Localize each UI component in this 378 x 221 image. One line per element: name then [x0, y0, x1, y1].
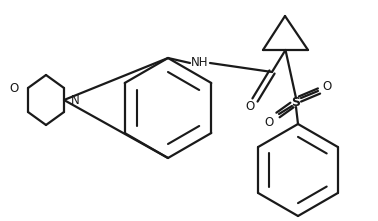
- Text: S: S: [291, 95, 301, 109]
- Text: O: O: [9, 82, 19, 95]
- Text: O: O: [322, 80, 332, 93]
- Text: O: O: [245, 99, 255, 112]
- Text: N: N: [71, 93, 79, 107]
- Text: NH: NH: [191, 57, 209, 69]
- Text: O: O: [264, 116, 274, 130]
